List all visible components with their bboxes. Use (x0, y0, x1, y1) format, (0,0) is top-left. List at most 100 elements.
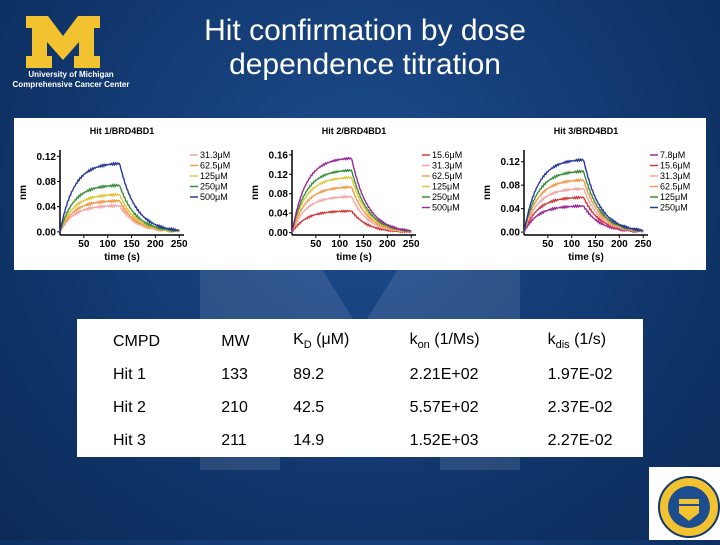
series-line (59, 161, 180, 233)
y-tick-label: 0.12 (37, 152, 57, 163)
logo-line-2: Comprehensive Cancer Center (12, 80, 130, 89)
legend-label: 500μM (432, 203, 460, 213)
header-kd: KD (μM) (293, 331, 350, 352)
legend-label: 125μM (660, 192, 688, 202)
cell-kdis: 2.37E-02 (547, 398, 613, 416)
chart-hit-1: Hit 1/BRD4BD1 50 100 150 200 250 0.00 0.04 0.08 0… (18, 126, 230, 263)
x-tick-label: 200 (147, 239, 164, 250)
cell-kd: 42.5 (293, 398, 325, 416)
legend-label: 125μM (432, 182, 460, 192)
seal-emblem-icon (658, 476, 720, 538)
header-mw: MW (221, 332, 250, 350)
cell-kd: 89.2 (293, 365, 325, 383)
header-cmpd: CMPD (113, 332, 161, 350)
chart-hit-3: Hit 3/BRD4BD1 50 100 150 200 250 0.00 0.04 0.08 0… (482, 126, 690, 263)
chart-hit-2: Hit 2/BRD4BD1 50 100 150 200 250 0.00 0.04 0.08 0… (250, 126, 462, 263)
kinetics-table: CMPD MW KD (μM) kon (1/Ms) kdis (1/s) Hi… (77, 319, 643, 457)
cell-cmpd: Hit 3 (113, 431, 146, 449)
legend-label: 15.6μM (660, 161, 690, 171)
x-axis-label: time (s) (336, 252, 372, 263)
block-m-icon (26, 16, 100, 68)
x-tick-label: 150 (587, 239, 604, 250)
x-tick-label: 50 (310, 239, 322, 250)
y-tick-label: 0.00 (37, 227, 57, 238)
legend-label: 125μM (200, 171, 228, 181)
legend-label: 62.5μM (432, 171, 462, 181)
x-tick-label: 150 (123, 239, 140, 250)
university-seal (649, 467, 720, 540)
x-tick-label: 50 (78, 239, 90, 250)
logo-line-1: University of Michigan (28, 70, 114, 79)
y-tick-label: 0.00 (269, 228, 289, 239)
chart-title: Hit 3/BRD4BD1 (554, 126, 619, 136)
y-tick-label: 0.12 (501, 157, 521, 168)
legend-label: 62.5μM (200, 161, 230, 171)
legend-label: 31.3μM (200, 150, 230, 160)
cell-mw: 210 (221, 398, 248, 416)
legend-label: 15.6μM (432, 150, 462, 160)
x-tick-label: 100 (99, 239, 116, 250)
x-axis-label: time (s) (568, 252, 604, 263)
y-tick-label: 0.08 (37, 177, 57, 188)
cell-kon: 2.21E+02 (409, 365, 479, 383)
table-header-row: CMPD MW KD (μM) kon (1/Ms) kdis (1/s) (77, 319, 643, 358)
cell-cmpd: Hit 2 (113, 398, 146, 416)
y-tick-label: 0.08 (269, 189, 289, 200)
cell-kon: 1.52E+03 (409, 431, 479, 449)
legend-label: 62.5μM (660, 182, 690, 192)
cell-mw: 133 (221, 365, 248, 383)
table-row: Hit 3 211 14.9 1.52E+03 2.27E-02 (77, 424, 643, 457)
x-tick-label: 200 (379, 239, 396, 250)
legend-label: 7.8μM (660, 150, 685, 160)
y-tick-label: 0.08 (501, 181, 521, 192)
y-tick-label: 0.00 (501, 228, 521, 239)
x-tick-label: 250 (403, 239, 420, 250)
series-line (523, 157, 644, 232)
legend-label: 500μM (200, 192, 228, 202)
cell-kdis: 2.27E-02 (547, 431, 613, 449)
cell-kd: 14.9 (293, 431, 325, 449)
series-line (291, 175, 412, 233)
cell-kon: 5.57E+02 (409, 398, 479, 416)
x-axis-label: time (s) (104, 252, 140, 263)
title-line-2: dependence titration (229, 48, 501, 81)
series-line (291, 185, 412, 233)
cell-cmpd: Hit 1 (113, 365, 146, 383)
legend-label: 250μM (432, 192, 460, 202)
x-tick-label: 100 (331, 239, 348, 250)
y-tick-label: 0.12 (269, 170, 289, 181)
university-logo: University of Michigan Comprehensive Can… (6, 12, 146, 89)
y-axis-label: nm (250, 185, 261, 200)
series-line (59, 183, 180, 233)
x-tick-label: 50 (542, 239, 554, 250)
cell-kdis: 1.97E-02 (547, 365, 613, 383)
x-tick-label: 150 (355, 239, 372, 250)
legend-label: 31.3μM (432, 161, 462, 171)
y-tick-label: 0.04 (501, 204, 521, 215)
charts-panel: Hit 1/BRD4BD1 50 100 150 200 250 0.00 0.04 0.08 0… (14, 118, 706, 270)
cell-mw: 211 (221, 431, 247, 449)
header-kon: kon (1/Ms) (409, 331, 480, 352)
legend-label: 250μM (200, 182, 228, 192)
series-line (523, 177, 644, 233)
legend-label: 31.3μM (660, 171, 690, 181)
legend-label: 250μM (660, 203, 688, 213)
slide-title: Hit confirmation by dose dependence titr… (140, 14, 590, 82)
x-tick-label: 250 (171, 239, 188, 250)
series-line (291, 194, 412, 234)
header-kdis: kdis (1/s) (547, 331, 607, 352)
series-line (523, 195, 644, 233)
title-line-1: Hit confirmation by dose (204, 14, 526, 47)
y-axis-label: nm (18, 185, 29, 200)
table-row: Hit 2 210 42.5 5.57E+02 2.37E-02 (77, 391, 643, 424)
y-tick-label: 0.04 (37, 202, 57, 213)
x-tick-label: 100 (563, 239, 580, 250)
x-tick-label: 250 (635, 239, 652, 250)
y-tick-label: 0.16 (269, 150, 289, 161)
x-tick-label: 200 (611, 239, 628, 250)
series-line (291, 156, 412, 233)
y-axis-label: nm (482, 185, 493, 200)
chart-title: Hit 2/BRD4BD1 (322, 126, 387, 136)
table-row: Hit 1 133 89.2 2.21E+02 1.97E-02 (77, 358, 643, 391)
chart-title: Hit 1/BRD4BD1 (90, 126, 155, 136)
